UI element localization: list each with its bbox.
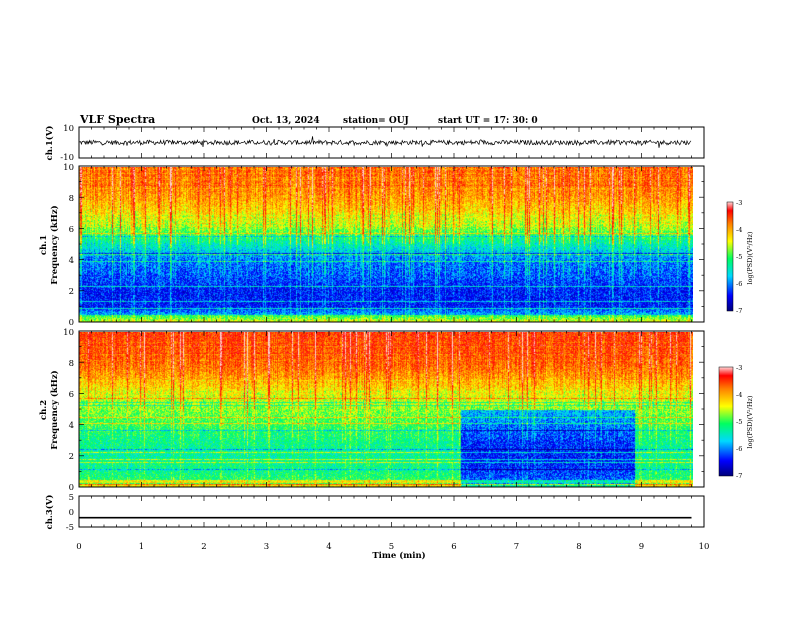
time-axis-label: Time (min) (372, 550, 425, 561)
ch3-ytick-mid: 0 (69, 508, 74, 518)
ch2-freq-tick-6: 6 (69, 390, 74, 400)
ch2-freq-tick-0: 0 (69, 483, 74, 493)
station-label: station= OUJ (343, 116, 409, 126)
ch1-waveform-ylabel: ch.1(V) (44, 126, 55, 161)
ch1-colorbar-tick-m4: -4 (736, 226, 742, 234)
figure-title: VLF Spectra (79, 113, 155, 126)
time-tick-5: 5 (389, 542, 394, 552)
ch1-colorbar-tick-m5: -5 (736, 253, 742, 261)
ch2-colorbar-tick-m3: -3 (736, 364, 742, 372)
ch1-spectrogram-image (79, 167, 693, 322)
ch2-colorbar-tick-m7: -7 (736, 472, 742, 480)
ch1-colorbar-tick-m3: -3 (736, 199, 742, 207)
ch1-freq-tick-4: 4 (69, 256, 74, 266)
ch1-waveform-trace (78, 136, 692, 148)
ch2-freq-tick-2: 2 (69, 452, 74, 462)
ch2-freq-tick-8: 8 (69, 359, 74, 369)
ch2-freq-tick-4: 4 (69, 421, 74, 431)
time-axis: 0 1 2 3 4 5 6 7 8 9 10 Time (min) (76, 542, 709, 561)
ch1-waveform-panel: 10 -10 ch.1(V) (44, 124, 705, 163)
ch1-spectrogram-panel: 0 2 4 6 8 10 ch.1 Frequency (kHz) (39, 163, 705, 328)
ch2-spectrogram-image (79, 332, 693, 487)
date-label: Oct. 13, 2024 (252, 116, 320, 126)
ch1-freq-tick-8: 8 (69, 194, 74, 204)
ch1-spectrogram-ylabel-channel: ch.1 (39, 235, 49, 255)
time-tick-10: 10 (699, 542, 710, 552)
ch3-waveform-panel: 5 0 -5 ch.3(V) (44, 493, 705, 533)
ch1-colorbar-gradient (726, 201, 734, 312)
ch1-colorbar-tick-m6: -6 (736, 280, 742, 288)
ch3-ytick-bottom: -5 (66, 523, 74, 533)
time-tick-7: 7 (514, 542, 519, 552)
ch2-spectrogram-panel: 0 2 4 6 8 10 ch.2 Frequency (kHz) (39, 328, 705, 493)
ch2-spectrogram-ylabel-channel: ch.2 (39, 400, 49, 420)
ch1-spectrogram-yticks: 0 2 4 6 8 10 (63, 163, 74, 328)
time-tick-2: 2 (201, 542, 206, 552)
time-tick-6: 6 (451, 542, 456, 552)
time-tick-1: 1 (139, 542, 144, 552)
ch1-freq-tick-10: 10 (63, 163, 74, 173)
ch3-ytick-top: 5 (69, 493, 74, 503)
ch1-freq-tick-6: 6 (69, 225, 74, 235)
start-ut-label: start UT = 17: 30: 0 (438, 116, 538, 126)
ch2-colorbar-label: log(PSD)(V²/Hz) (746, 395, 754, 448)
ch2-colorbar-tick-m5: -5 (736, 418, 742, 426)
ch2-spectrogram-yticks: 0 2 4 6 8 10 (63, 328, 74, 493)
ch2-spectrogram-ylabel: Frequency (kHz) (49, 370, 60, 449)
ch2-colorbar: -3 -4 -5 -6 -7 log(PSD)(V²/Hz) (718, 364, 754, 480)
ch1-colorbar-tick-m7: -7 (736, 307, 742, 315)
time-tick-9: 9 (639, 542, 644, 552)
ch1-ytick-top: 10 (63, 124, 74, 134)
axis-tick-marks (78, 127, 705, 527)
time-tick-3: 3 (264, 542, 269, 552)
ch1-colorbar-label: log(PSD)(V²/Hz) (746, 231, 754, 284)
ch1-colorbar: -3 -4 -5 -6 -7 log(PSD)(V²/Hz) (726, 199, 754, 315)
time-tick-0: 0 (76, 542, 81, 552)
ch2-colorbar-tick-m6: -6 (736, 445, 742, 453)
ch2-colorbar-gradient (718, 366, 734, 477)
ch2-colorbar-tick-m4: -4 (736, 391, 742, 399)
ch1-ytick-bottom: -10 (60, 153, 74, 163)
ch2-freq-tick-10: 10 (63, 328, 74, 338)
ch1-freq-tick-2: 2 (69, 287, 74, 297)
ch1-freq-tick-0: 0 (69, 318, 74, 328)
ch1-spectrogram-ylabel: Frequency (kHz) (49, 205, 60, 284)
time-tick-8: 8 (576, 542, 581, 552)
ch3-waveform-ylabel: ch.3(V) (44, 495, 55, 530)
time-tick-4: 4 (326, 542, 331, 552)
